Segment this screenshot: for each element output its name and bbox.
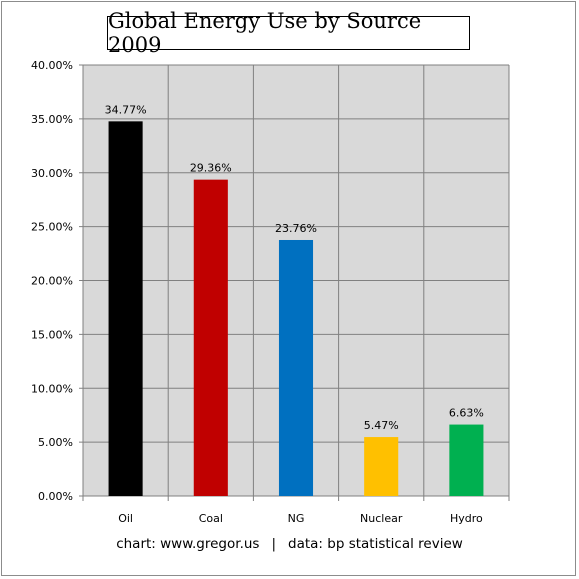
y-tick-label: 40.00% bbox=[31, 59, 73, 72]
y-tick-label: 0.00% bbox=[38, 490, 73, 503]
x-tick-label: Oil bbox=[118, 512, 133, 525]
x-tick-label: Coal bbox=[199, 512, 223, 525]
x-axis-ticks: Oil Coal NG Nuclear Hydro bbox=[118, 512, 483, 525]
y-tick-label: 10.00% bbox=[31, 382, 73, 395]
bar-ng bbox=[278, 239, 314, 496]
bar-oil bbox=[108, 121, 143, 497]
x-tick-label: Nuclear bbox=[360, 512, 403, 525]
y-tick-label: 30.00% bbox=[31, 167, 73, 180]
data-labels: 34.77% 29.36% 23.76% 5.47% 6.63% bbox=[105, 103, 484, 432]
data-label: 6.63% bbox=[449, 407, 484, 420]
y-tick-label: 25.00% bbox=[31, 221, 73, 234]
footer-separator: | bbox=[271, 536, 277, 552]
x-tick-label: NG bbox=[288, 512, 305, 525]
y-tick-label: 35.00% bbox=[31, 113, 73, 126]
data-label: 23.76% bbox=[275, 222, 317, 235]
bars bbox=[108, 121, 484, 497]
y-tick-label: 5.00% bbox=[38, 436, 73, 449]
y-tick-label: 20.00% bbox=[31, 275, 73, 288]
gridlines bbox=[82, 64, 510, 501]
data-label: 5.47% bbox=[364, 419, 399, 432]
bar-hydro bbox=[449, 424, 484, 496]
data-label: 34.77% bbox=[105, 103, 147, 116]
chart-footer: chart: www.gregor.us | data: bp statistica… bbox=[0, 536, 579, 552]
bar-coal bbox=[193, 179, 228, 496]
footer-source: data: bp statistical review bbox=[288, 536, 463, 552]
y-tick-label: 15.00% bbox=[31, 328, 73, 341]
x-tick-label: Hydro bbox=[450, 512, 483, 525]
chart-title: Global Energy Use by Source 2009 bbox=[107, 9, 470, 57]
data-label: 29.36% bbox=[190, 162, 232, 175]
footer-credit: chart: www.gregor.us bbox=[116, 536, 260, 552]
bar-nuclear bbox=[364, 437, 399, 496]
y-axis-ticks: 0.00% 5.00% 10.00% 15.00% 20.00% 25.00% 30.00%… bbox=[31, 59, 83, 503]
